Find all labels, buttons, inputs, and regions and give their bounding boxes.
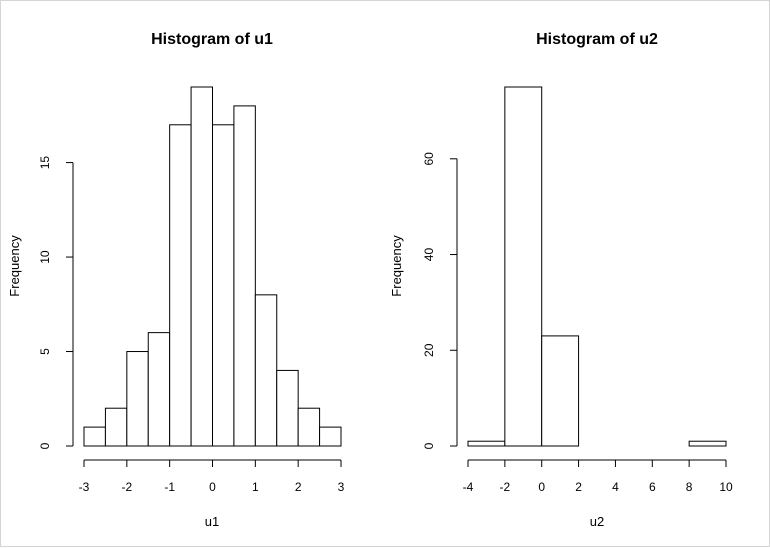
x-tick-label-u2-4: 4 <box>612 480 619 494</box>
bars-u1 <box>83 86 342 447</box>
x-tick-label-u2-0: -4 <box>463 480 474 494</box>
histogram-bar-u1-0 <box>83 426 106 447</box>
y-tick-label-u1-3: 15 <box>38 156 52 170</box>
histogram-bar-u1-3 <box>147 332 171 447</box>
bars-u2 <box>467 86 727 447</box>
histogram-bar-u2-1 <box>504 86 543 447</box>
y-tick-label-u1-2: 10 <box>38 250 52 264</box>
histogram-bar-u1-6 <box>212 124 235 447</box>
histogram-u1-panel: Histogram of u1 u1 Frequency -3 -2 -1 0 1 2 3 … <box>7 31 345 529</box>
histogram-bar-u2-0 <box>467 440 506 447</box>
y-axis-u2: 0 20 40 60 <box>422 152 458 449</box>
x-tick-label-u2-3: 2 <box>575 480 582 494</box>
y-tick-label-u2-1: 20 <box>422 343 436 357</box>
y-axis-label-u1: Frequency <box>7 235 22 297</box>
histogram-bar-u1-4 <box>169 124 192 447</box>
histogram-bar-u1-7 <box>233 105 256 447</box>
x-tick-label-u1-2: -1 <box>164 480 175 494</box>
y-tick-label-u1-0: 0 <box>38 442 52 449</box>
x-tick-label-u2-7: 10 <box>719 480 733 494</box>
x-tick-label-u2-2: 0 <box>538 480 545 494</box>
y-axis-label-u2: Frequency <box>389 235 404 297</box>
x-axis-u1: -3 -2 -1 0 1 2 3 <box>79 459 345 494</box>
histogram-bar-u1-11 <box>319 426 342 447</box>
y-tick-label-u2-3: 60 <box>422 152 436 166</box>
y-axis-u1: 0 5 10 15 <box>38 156 74 449</box>
chart-title-u2: Histogram of u2 <box>536 31 658 48</box>
x-tick-label-u2-6: 8 <box>686 480 693 494</box>
histogram-bar-u1-1 <box>104 407 128 447</box>
x-tick-label-u1-0: -3 <box>79 480 90 494</box>
y-tick-label-u2-0: 0 <box>422 442 436 449</box>
y-tick-label-u2-2: 40 <box>422 248 436 262</box>
histogram-bar-u1-5 <box>190 86 213 447</box>
x-axis-label-u1: u1 <box>205 514 219 529</box>
histogram-bar-u1-8 <box>254 294 278 447</box>
histogram-bar-u1-2 <box>126 351 149 447</box>
histogram-u2-panel: Histogram of u2 u2 Frequency -4 -2 0 2 4 6 8 10… <box>389 31 733 529</box>
x-axis-label-u2: u2 <box>590 514 604 529</box>
x-tick-label-u2-1: -2 <box>500 480 511 494</box>
x-tick-label-u1-3: 0 <box>209 480 216 494</box>
x-tick-label-u1-6: 3 <box>338 480 345 494</box>
x-axis-u2: -4 -2 0 2 4 6 8 10 <box>463 459 733 494</box>
histogram-bar-u1-9 <box>276 369 299 447</box>
x-tick-label-u1-4: 1 <box>252 480 259 494</box>
histogram-bar-u1-10 <box>297 407 321 447</box>
x-tick-label-u1-5: 2 <box>295 480 302 494</box>
histogram-bar-u2-6 <box>688 440 727 447</box>
x-tick-label-u2-5: 6 <box>649 480 656 494</box>
chart-title-u1: Histogram of u1 <box>151 31 273 48</box>
y-tick-label-u1-1: 5 <box>38 348 52 355</box>
x-tick-label-u1-1: -2 <box>121 480 132 494</box>
histogram-bar-u2-2 <box>541 335 580 447</box>
